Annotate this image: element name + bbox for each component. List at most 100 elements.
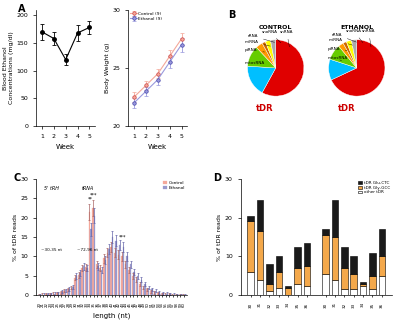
Bar <box>152 290 153 295</box>
X-axis label: Week: Week <box>148 144 167 151</box>
Text: ***: *** <box>90 193 98 198</box>
Bar <box>56 293 58 295</box>
Bar <box>115 241 117 295</box>
Text: rRNA: rRNA <box>332 32 356 42</box>
Wedge shape <box>352 40 357 68</box>
X-axis label: length (nt): length (nt) <box>93 313 130 319</box>
Bar <box>45 294 47 295</box>
Bar <box>304 266 310 286</box>
Wedge shape <box>248 48 276 68</box>
Bar <box>266 284 273 291</box>
Bar <box>96 264 97 295</box>
Bar <box>107 253 108 295</box>
Y-axis label: % of tDR reads: % of tDR reads <box>217 213 222 261</box>
Wedge shape <box>265 40 276 68</box>
Bar <box>341 247 348 268</box>
Bar <box>162 293 164 295</box>
X-axis label: Week: Week <box>56 144 75 151</box>
Bar <box>322 274 329 295</box>
Text: snoRNA: snoRNA <box>262 30 281 43</box>
Bar <box>97 266 99 295</box>
Wedge shape <box>248 66 276 93</box>
Bar <box>304 243 310 266</box>
Bar <box>378 229 385 256</box>
Bar <box>378 256 385 276</box>
Text: 5' tRH: 5' tRH <box>44 187 58 191</box>
Bar <box>50 294 52 295</box>
Bar <box>332 200 338 237</box>
Bar <box>378 276 385 295</box>
Wedge shape <box>270 40 276 68</box>
Bar <box>360 284 366 286</box>
Text: B: B <box>228 10 235 20</box>
Bar <box>64 291 65 295</box>
Bar <box>133 272 135 295</box>
Bar <box>350 256 357 274</box>
Text: miRNA: miRNA <box>245 39 270 46</box>
Wedge shape <box>262 40 304 96</box>
Bar <box>350 274 357 290</box>
Bar <box>143 288 144 295</box>
Text: **: ** <box>88 197 93 202</box>
Wedge shape <box>339 43 357 68</box>
Bar <box>104 260 106 295</box>
Bar <box>276 288 282 295</box>
Bar <box>144 284 146 295</box>
Text: miRNA: miRNA <box>328 38 353 45</box>
Text: ~72-96 nt: ~72-96 nt <box>77 248 98 252</box>
Bar <box>137 276 138 295</box>
Bar <box>100 268 101 295</box>
Bar <box>294 268 301 284</box>
Bar <box>166 294 167 295</box>
Bar <box>294 247 301 268</box>
Bar <box>68 289 70 295</box>
Text: rRNA: rRNA <box>248 34 274 42</box>
Wedge shape <box>328 59 357 80</box>
Text: D: D <box>213 173 221 183</box>
Bar <box>257 200 263 231</box>
Bar <box>157 293 159 295</box>
Bar <box>360 282 366 284</box>
Bar <box>341 290 348 295</box>
Wedge shape <box>331 40 385 96</box>
Bar <box>65 290 66 295</box>
Wedge shape <box>343 42 357 68</box>
Bar <box>78 275 79 295</box>
Text: mitosRNA: mitosRNA <box>245 61 265 65</box>
Y-axis label: Blood Ethanol
Concentrations (mg/dl): Blood Ethanol Concentrations (mg/dl) <box>3 31 14 104</box>
Bar <box>101 270 102 295</box>
Bar <box>114 253 115 295</box>
Bar <box>110 247 112 295</box>
Legend: Control (9), Ethanol (9): Control (9), Ethanol (9) <box>130 12 162 21</box>
Bar <box>126 256 128 295</box>
Bar <box>155 291 156 295</box>
Bar <box>136 280 137 295</box>
Wedge shape <box>330 46 357 68</box>
Bar <box>94 216 95 295</box>
Bar <box>322 235 329 274</box>
Bar <box>82 268 83 295</box>
Text: ~30-35 nt: ~30-35 nt <box>40 248 62 252</box>
Bar <box>49 294 50 295</box>
Bar <box>257 231 263 280</box>
Bar <box>128 270 130 295</box>
Bar <box>118 255 119 295</box>
Bar <box>139 284 140 295</box>
Legend: tDR Glu-CTC, tDR Gly-GCC, other tDR: tDR Glu-CTC, tDR Gly-GCC, other tDR <box>358 181 390 195</box>
Bar <box>146 290 148 295</box>
Bar <box>148 288 149 295</box>
Bar <box>92 208 94 295</box>
Bar <box>76 276 77 295</box>
Bar <box>276 272 282 288</box>
Bar <box>161 294 162 295</box>
Text: snoRNA: snoRNA <box>346 29 363 43</box>
Bar <box>132 276 133 295</box>
Bar <box>285 288 292 295</box>
Bar <box>130 264 131 295</box>
Text: piRNA: piRNA <box>327 47 347 51</box>
Bar <box>72 287 74 295</box>
Legend: Control, Ethanol: Control, Ethanol <box>163 181 185 190</box>
Bar <box>276 256 282 272</box>
Text: tDR: tDR <box>256 104 274 113</box>
Bar <box>369 276 376 290</box>
